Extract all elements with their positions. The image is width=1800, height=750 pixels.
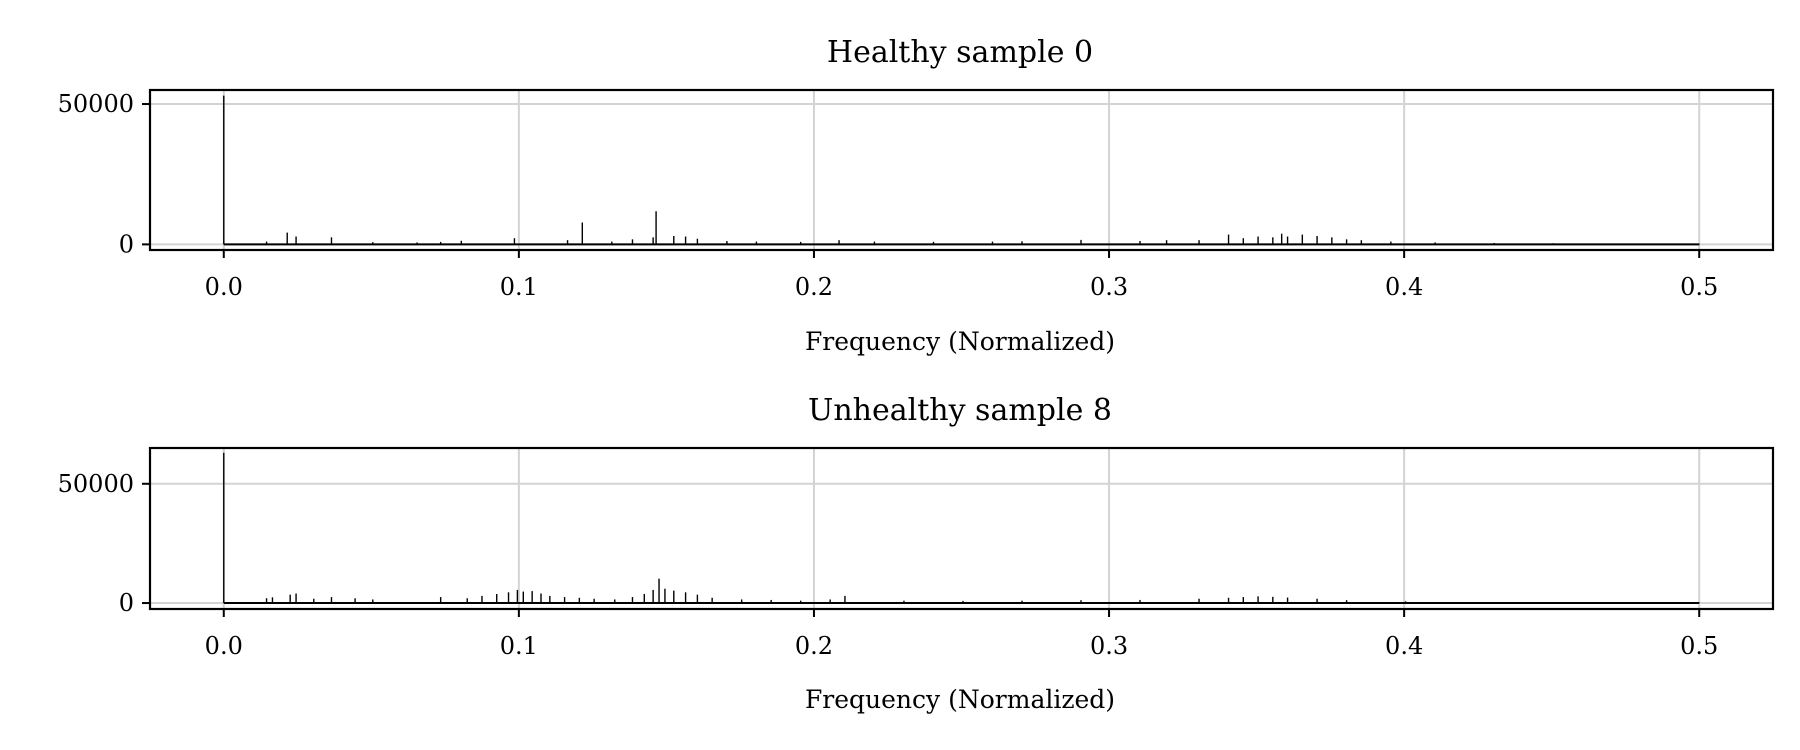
series-spectrum bbox=[223, 452, 1700, 605]
x-tick-label: 0.5 bbox=[1680, 632, 1718, 660]
panel-title: Unhealthy sample 8 bbox=[808, 393, 1112, 428]
grid bbox=[150, 90, 1773, 250]
y-axis: 0 50000 bbox=[58, 90, 150, 258]
x-tick-label: 0.5 bbox=[1680, 273, 1718, 301]
x-tick-label: 0.3 bbox=[1090, 273, 1128, 301]
panel-title: Healthy sample 0 bbox=[827, 35, 1093, 70]
y-axis: 0 50000 bbox=[58, 470, 150, 617]
x-axis-label: Frequency (Normalized) bbox=[805, 685, 1115, 714]
panel-unhealthy-sample-8: Unhealthy sample 8 Frequency (Normalized… bbox=[58, 393, 1775, 714]
axes-frame bbox=[148, 88, 1775, 252]
x-tick-label: 0.4 bbox=[1385, 632, 1423, 660]
x-tick-label: 0.4 bbox=[1385, 273, 1423, 301]
y-tick-label: 0 bbox=[119, 230, 134, 258]
x-tick-label: 0.1 bbox=[500, 632, 538, 660]
x-axis: 0.0 0.1 0.2 0.3 0.4 0.5 bbox=[205, 250, 1718, 301]
panel-healthy-sample-0: Healthy sample 0 Frequency (Normalized) … bbox=[58, 35, 1775, 356]
x-tick-label: 0.2 bbox=[795, 273, 833, 301]
grid bbox=[150, 448, 1773, 609]
axes-frame bbox=[148, 446, 1775, 611]
y-tick-label: 50000 bbox=[58, 90, 134, 118]
series-spectrum bbox=[223, 95, 1700, 246]
y-tick-label: 50000 bbox=[58, 470, 134, 498]
y-tick-label: 0 bbox=[119, 589, 134, 617]
x-tick-label: 0.2 bbox=[795, 632, 833, 660]
x-tick-label: 0.0 bbox=[205, 273, 243, 301]
x-tick-label: 0.1 bbox=[500, 273, 538, 301]
x-tick-label: 0.0 bbox=[205, 632, 243, 660]
x-axis-label: Frequency (Normalized) bbox=[805, 327, 1115, 356]
x-axis: 0.0 0.1 0.2 0.3 0.4 0.5 bbox=[205, 609, 1718, 660]
x-tick-label: 0.3 bbox=[1090, 632, 1128, 660]
